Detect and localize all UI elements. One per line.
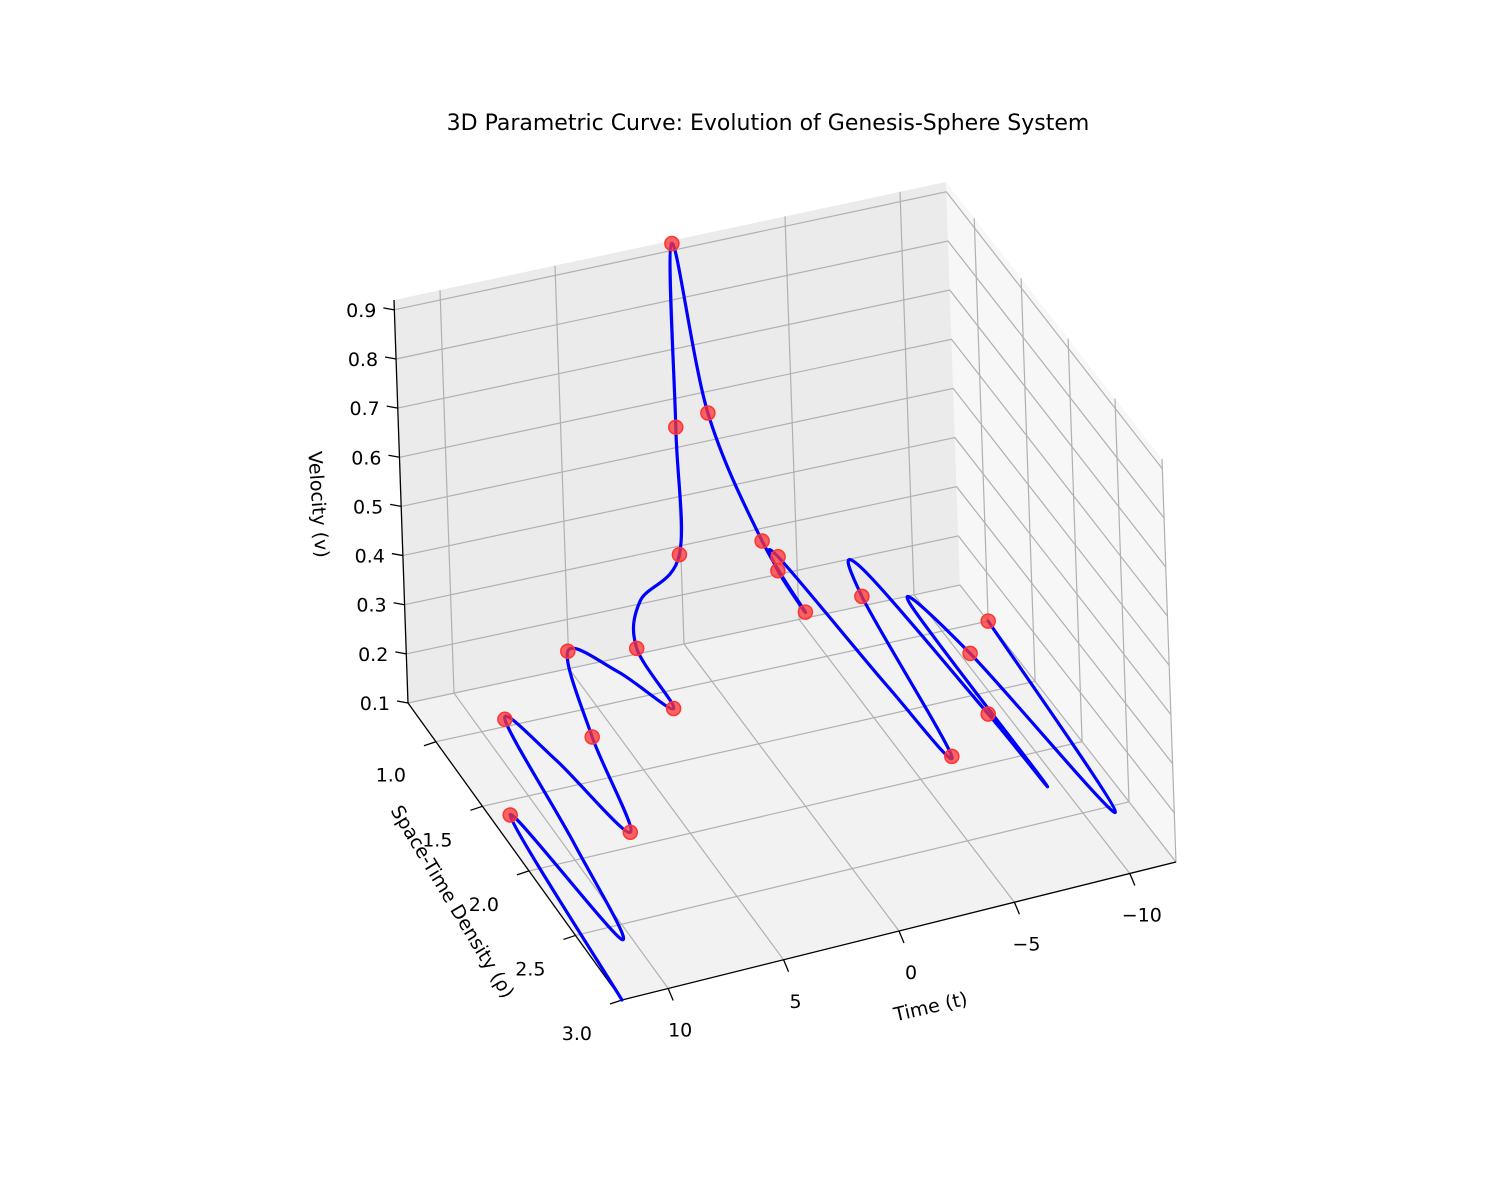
data-point-marker <box>854 588 870 605</box>
z-tick <box>393 602 405 606</box>
data-point-marker <box>754 533 770 549</box>
grid-line-v <box>399 338 1168 617</box>
floor-pane <box>408 585 1176 1000</box>
y-tick-label: 1.0 <box>376 765 406 787</box>
side-wall-pane <box>946 182 1176 862</box>
x-tick-label: 10 <box>668 1020 692 1042</box>
z-tick-label: 0.5 <box>353 496 383 518</box>
z-tick-label: 0.4 <box>355 546 385 568</box>
x-tick <box>898 930 905 944</box>
z-tick-label: 0.9 <box>346 300 376 322</box>
y-tick-label: 2.0 <box>469 894 499 916</box>
z-tick <box>384 356 397 360</box>
data-point-marker <box>944 748 960 765</box>
z-tick-label: 0.8 <box>348 349 378 371</box>
data-point-marker <box>664 235 680 252</box>
y-axis-line <box>407 702 623 1001</box>
z-tick-label: 0.3 <box>356 595 386 617</box>
data-point-marker <box>497 711 513 728</box>
y-tick <box>516 870 530 876</box>
x-tick <box>782 959 790 972</box>
tick-labels: −10 −5 0 5 10 1.0 1.5 2.0 2.5 3.0 0.1 0.2 0.3 0.4 0.5 0… <box>346 300 1162 1045</box>
grid-line-v <box>406 535 1175 814</box>
z-tick <box>391 552 403 557</box>
grid-line-v <box>404 486 1174 765</box>
axis-panes <box>394 182 1176 1000</box>
z-axis-label: Velocity (v) <box>303 451 332 559</box>
curve-series-line <box>503 241 1117 1002</box>
tick-marks <box>383 307 1136 1005</box>
z-axis-line <box>393 299 409 704</box>
y-tick <box>609 999 623 1005</box>
data-point-marker <box>560 643 576 659</box>
data-point-marker <box>980 706 996 722</box>
x-tick-label: −10 <box>1122 905 1162 927</box>
y-tick-label: 1.5 <box>422 829 452 851</box>
data-point-marker <box>770 549 786 565</box>
y-tick-label: 3.0 <box>562 1023 592 1045</box>
data-point-marker <box>584 729 600 745</box>
x-tick <box>1013 902 1021 915</box>
x-tick-label: −5 <box>1012 933 1040 955</box>
data-point-marker <box>502 807 518 823</box>
grid-line-v <box>402 436 1172 715</box>
z-tick <box>388 454 400 458</box>
grid-line-v <box>407 584 1177 863</box>
curve-layer <box>503 241 1117 1002</box>
z-tick-label: 0.1 <box>360 693 390 715</box>
x-tick <box>1129 873 1136 886</box>
grid-line-v <box>394 191 1163 470</box>
z-tick <box>395 651 407 655</box>
data-point-marker <box>770 562 786 579</box>
grid-line-v <box>401 387 1170 666</box>
data-point-marker <box>980 613 996 629</box>
data-point-marker <box>700 405 716 421</box>
data-point-marker <box>962 645 978 662</box>
x-tick <box>667 988 674 1001</box>
chart-title: 3D Parametric Curve: Evolution of Genesi… <box>447 111 1090 136</box>
data-point-marker <box>665 700 682 717</box>
z-tick <box>383 307 395 311</box>
y-tick <box>470 805 483 811</box>
x-axis-label: Time (t) <box>891 988 970 1026</box>
marker-layer <box>497 235 996 841</box>
z-tick <box>396 700 409 704</box>
z-tick <box>386 405 398 409</box>
data-point-marker <box>671 546 688 563</box>
x-tick-label: 0 <box>905 962 917 984</box>
data-point-marker <box>797 604 814 620</box>
z-tick-label: 0.7 <box>350 398 380 420</box>
z-tick <box>390 503 402 508</box>
y-tick-label: 2.5 <box>515 958 545 980</box>
grid-line-v <box>395 240 1165 519</box>
data-point-marker <box>668 419 684 435</box>
z-tick-label: 0.6 <box>351 447 381 469</box>
z-tick-label: 0.2 <box>358 644 388 666</box>
y-tick <box>563 934 576 941</box>
data-point-marker <box>622 824 639 841</box>
grid-line-v <box>397 289 1167 568</box>
x-tick-label: 5 <box>790 991 802 1013</box>
data-point-marker <box>628 640 645 657</box>
y-tick <box>423 741 437 747</box>
